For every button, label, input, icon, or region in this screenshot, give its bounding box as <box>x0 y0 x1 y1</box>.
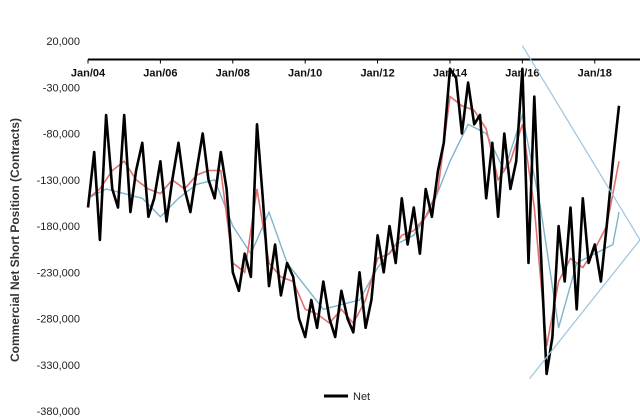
trendline <box>521 45 640 241</box>
trendlines <box>521 45 640 379</box>
series-net <box>86 67 621 376</box>
x-tick-label: Jan/12 <box>360 68 394 80</box>
y-tick-label: -230,000 <box>37 267 80 279</box>
legend-net-label: Net <box>353 391 370 403</box>
y-tick-label: -180,000 <box>37 221 80 233</box>
y-axis-label: Commercial Net Short Position (Contracts… <box>8 118 22 362</box>
y-tick-label: -130,000 <box>37 175 80 187</box>
series-line-ma-long <box>87 112 620 328</box>
y-tick-label: -80,000 <box>43 129 80 141</box>
x-tick-label: Jan/18 <box>578 68 612 80</box>
y-tick-label: -280,000 <box>37 314 80 326</box>
y-tick-label: -380,000 <box>37 406 80 418</box>
y-tick-labels: 20,000 -30,000 -80,000 -130,000 -180,000 -230… <box>37 36 80 418</box>
x-tick-label: Jan/06 <box>143 68 177 80</box>
y-tick-label: -30,000 <box>43 82 80 94</box>
x-tick-label: Jan/08 <box>216 68 250 80</box>
series-line-net <box>86 67 621 376</box>
x-tick-label: Jan/04 <box>71 68 106 80</box>
x-tick-label: Jan/10 <box>288 68 322 80</box>
y-tick-label: -330,000 <box>37 360 80 372</box>
series-ma-long <box>87 112 620 328</box>
trendline <box>529 239 640 379</box>
y-tick-label: 20,000 <box>46 36 80 48</box>
x-tick-labels: Jan/04 Jan/06 Jan/08 Jan/10 Jan/12 Jan/14 Jan/… <box>71 59 612 80</box>
legend: Net <box>324 391 370 403</box>
